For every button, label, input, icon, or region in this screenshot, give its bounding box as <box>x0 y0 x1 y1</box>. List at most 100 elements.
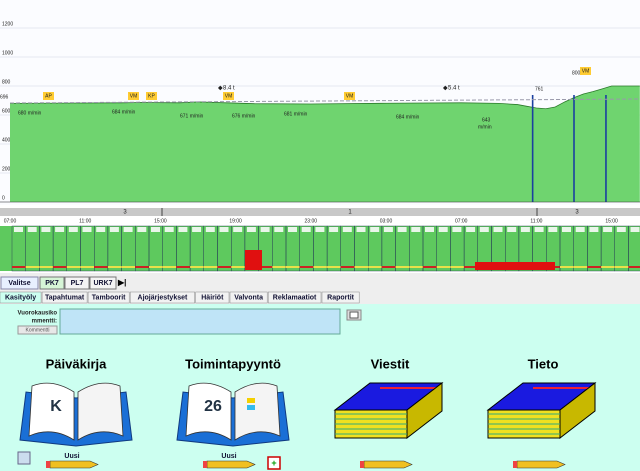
strip-mark <box>286 266 300 268</box>
tag-box <box>146 92 157 100</box>
pencil[interactable] <box>49 460 99 469</box>
tab[interactable] <box>267 291 322 304</box>
strip-tag <box>41 227 51 232</box>
item-title[interactable]: Tieto <box>528 356 559 371</box>
button-label: Valitse <box>8 280 30 287</box>
time-label: 07:00 <box>455 218 468 224</box>
strip-tag <box>438 227 448 232</box>
book-page <box>77 382 124 441</box>
button-label: URK7 <box>93 280 112 287</box>
speed-label: m/min <box>478 124 492 130</box>
strip-mark <box>149 266 163 268</box>
strip-mark <box>272 266 286 268</box>
strip-tag <box>301 227 311 232</box>
strip-mark <box>258 266 273 268</box>
button[interactable] <box>89 276 117 290</box>
tag: VM <box>346 93 354 99</box>
speed-line <box>9 85 640 110</box>
tab-label: Tamboorit <box>92 294 126 301</box>
speed-area <box>10 86 640 202</box>
strip-tag <box>520 227 530 232</box>
items: Päiväkirja K Uusi Toimintapyyntö 26 Uusi Viest… <box>19 356 597 469</box>
strip-tag <box>493 227 503 232</box>
pencil[interactable] <box>516 460 566 469</box>
strip-mark <box>395 266 410 268</box>
strip-tag <box>274 227 284 232</box>
pencil[interactable] <box>206 460 256 469</box>
tab-label: Valvonta <box>234 294 263 301</box>
strip-mark <box>39 266 54 268</box>
y-tick-label: 200 <box>2 166 11 172</box>
item-title[interactable]: Päiväkirja <box>46 356 107 371</box>
tab-label: Tapahtumat <box>45 294 85 301</box>
strip-mark <box>450 266 465 268</box>
strip-tag <box>164 227 174 232</box>
strip-tag <box>219 227 229 232</box>
comment-button[interactable] <box>17 325 58 335</box>
strip-mark <box>340 266 355 268</box>
strip-fault <box>245 250 262 270</box>
comment-input[interactable] <box>59 308 341 335</box>
item-title[interactable]: Viestit <box>371 356 410 371</box>
strip-mark <box>354 266 369 268</box>
tab[interactable] <box>229 291 268 304</box>
add-button[interactable] <box>267 456 281 470</box>
button[interactable] <box>0 276 39 290</box>
tab-label: Häiriöt <box>201 294 224 301</box>
strip-mark <box>601 266 615 268</box>
tags: AP VM KP VM VM VM ◆ 8.4 t ◆ 5.4 t 680 m/… <box>0 67 591 130</box>
button[interactable] <box>64 276 90 290</box>
button-label: PL7 <box>71 280 84 287</box>
strip-tag <box>329 227 339 232</box>
button[interactable] <box>39 276 65 290</box>
tab[interactable] <box>195 291 230 304</box>
strip-tag <box>534 227 544 232</box>
strip-mark <box>464 266 478 268</box>
strip-tag <box>397 227 407 232</box>
small-icon[interactable] <box>17 451 31 465</box>
tab[interactable] <box>129 291 195 304</box>
note <box>247 398 255 403</box>
target-line <box>9 98 640 104</box>
strip-mark <box>217 266 232 268</box>
strip-tag <box>288 227 297 232</box>
strip-tag <box>575 227 585 232</box>
strip-tag <box>466 227 476 232</box>
strip-tag <box>589 227 599 232</box>
add-icon: + <box>271 458 276 468</box>
next-button[interactable]: ▶| <box>117 278 126 287</box>
comment-label: Vuorokausiko <box>18 311 58 317</box>
tag-box <box>223 92 234 100</box>
strip-tag <box>233 227 243 232</box>
strip-fault <box>495 264 515 270</box>
speed-label: 671 m/min <box>180 113 204 119</box>
strip-tag <box>383 227 393 232</box>
strip-tag <box>370 227 380 232</box>
y-tick-label: 1200 <box>2 21 13 27</box>
strip-mark <box>190 266 204 268</box>
new-label[interactable]: Uusi <box>64 453 79 460</box>
strip-tag <box>603 227 613 232</box>
tab[interactable] <box>321 291 360 304</box>
comment-label: mmentti: <box>32 319 57 325</box>
book-text: 26 <box>204 398 222 415</box>
tag: VM <box>225 93 233 99</box>
tag: KP <box>148 93 155 99</box>
tab[interactable] <box>87 291 130 304</box>
new-label[interactable]: Uusi <box>221 453 236 460</box>
pencil[interactable] <box>363 460 413 469</box>
strip-tag <box>507 227 517 232</box>
item-title[interactable]: Toimintapyyntö <box>185 356 281 371</box>
tab[interactable] <box>41 291 88 304</box>
strip-tag <box>616 227 626 232</box>
strip-mark <box>423 266 437 268</box>
strip-tag <box>109 227 119 232</box>
tab[interactable] <box>0 291 42 304</box>
y-tick-label: 1000 <box>2 50 13 56</box>
speed-label: 761 <box>535 86 544 92</box>
speed-label: 676 m/min <box>232 113 256 119</box>
shift-label: 3 <box>123 210 127 216</box>
strip-tag <box>356 227 366 232</box>
strip-mark <box>162 266 177 268</box>
strip-mark <box>299 266 314 268</box>
